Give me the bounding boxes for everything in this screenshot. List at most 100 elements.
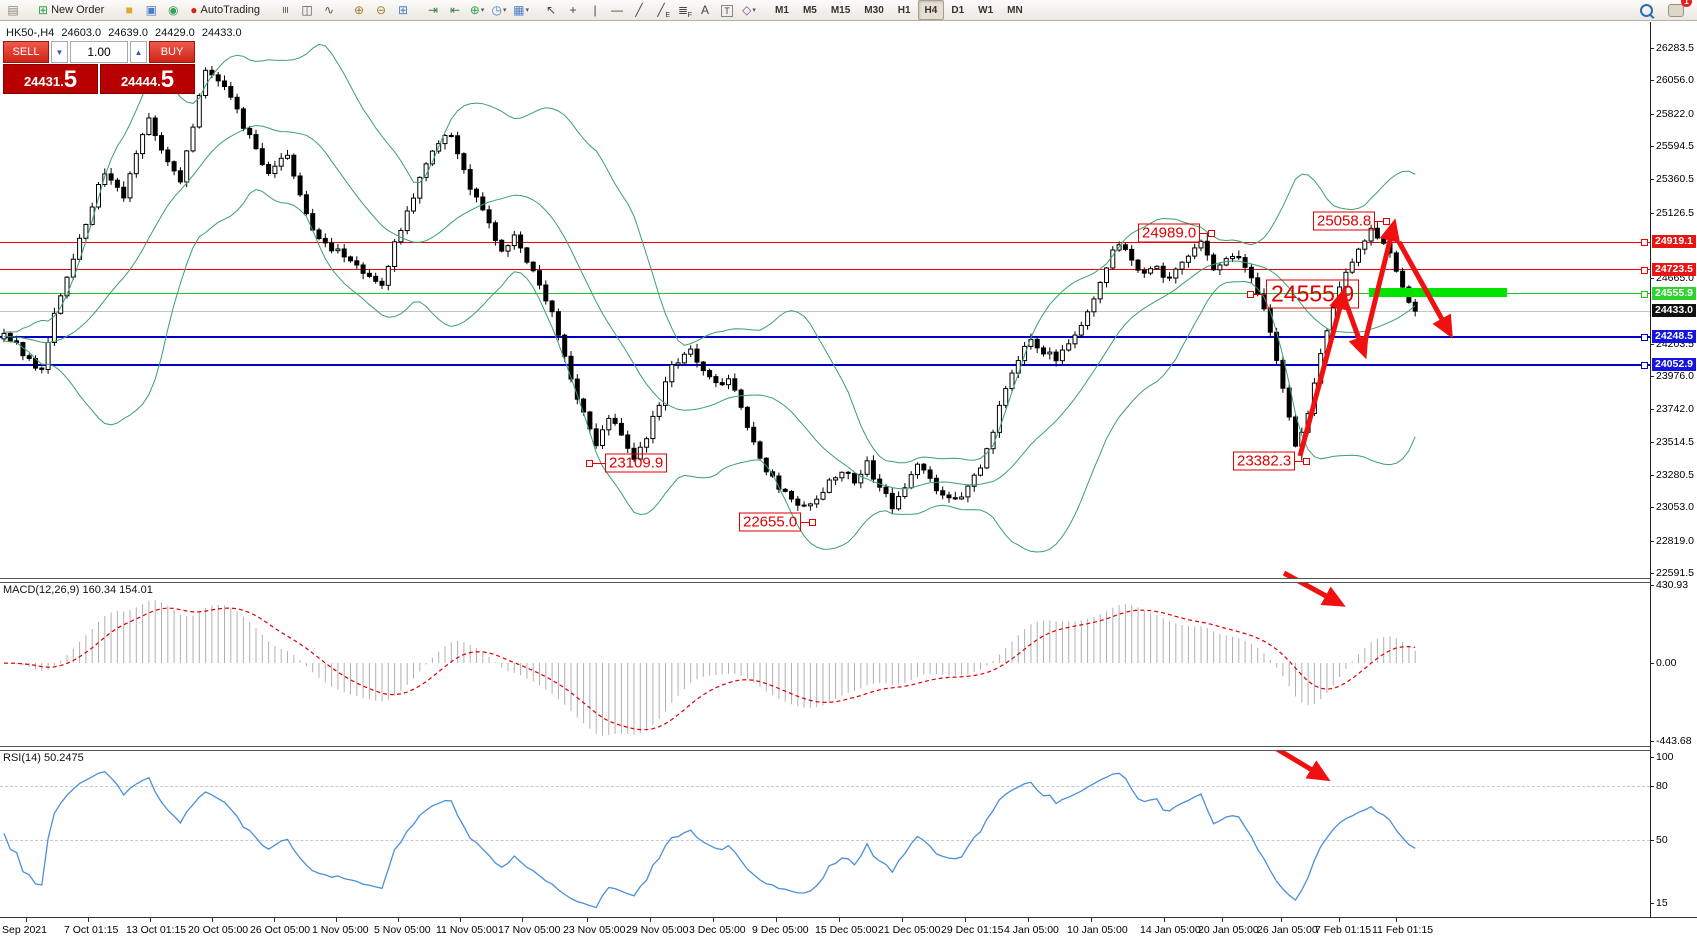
- time-axis-label: Sep 2021: [2, 924, 47, 936]
- notification-badge: 1: [1681, 0, 1692, 7]
- zoom-in-icon[interactable]: ⊕: [348, 0, 370, 20]
- time-axis-tick: [1028, 918, 1029, 922]
- chart-shift-icon[interactable]: ⇤: [444, 0, 466, 20]
- expert-advisor-icon[interactable]: ▣: [140, 0, 162, 20]
- time-axis: Sep 2021 7 Oct 01:15 13 Oct 01:15 20 Oct 05…: [0, 917, 1697, 943]
- macd-values: 160.34 154.01: [82, 584, 153, 596]
- arrows-icon[interactable]: ◇ ▾: [742, 2, 756, 17]
- auto-scroll-icon[interactable]: ⇥: [422, 0, 444, 20]
- signals-icon[interactable]: ◉: [162, 0, 184, 20]
- chat-bubble-icon: [1668, 3, 1684, 17]
- time-axis-tick: [713, 918, 714, 922]
- tile-windows-icon[interactable]: ⊞: [392, 0, 414, 20]
- indicators-icon-glyph: ⊕: [469, 2, 480, 17]
- autotrading-button-glyph: ●: [190, 2, 198, 17]
- time-axis-label: 5 Nov 05:00: [374, 924, 431, 936]
- periods-icon-glyph: ◷: [491, 2, 503, 17]
- zoom-out-icon-glyph: ⊖: [376, 2, 387, 17]
- timeframe-button-d1[interactable]: D1: [951, 4, 965, 16]
- vertical-line-icon[interactable]: |: [584, 0, 606, 20]
- search-icon[interactable]: [1635, 0, 1657, 20]
- time-axis-label: 26 Oct 05:00: [250, 924, 311, 936]
- buy-price-main: 24444.: [120, 74, 161, 89]
- timeframe-button-h1[interactable]: H1: [897, 4, 911, 16]
- crosshair-icon[interactable]: +: [562, 0, 584, 20]
- time-axis-label: 7 Oct 01:15: [64, 924, 119, 936]
- indicators-icon[interactable]: ⊕ ▾: [469, 2, 485, 17]
- time-axis-tick: [1091, 918, 1092, 922]
- time-axis-tick: [650, 918, 651, 922]
- candlestick-chart-icon[interactable]: ◫: [296, 0, 318, 20]
- sell-price-display[interactable]: 24431. 5: [3, 64, 98, 94]
- new-order-button[interactable]: ⊞ New Order: [32, 0, 110, 20]
- bar-chart-icon[interactable]: ≡: [274, 0, 296, 20]
- equidistant-channel-icon[interactable]: ╱ E: [657, 2, 671, 19]
- time-axis-tick: [776, 918, 777, 922]
- time-axis-tick: [522, 918, 523, 922]
- timeframe-button-h4[interactable]: H4: [917, 0, 945, 21]
- timeframe-button-m30[interactable]: M30: [864, 4, 884, 16]
- time-axis-label: 10 Jan 05:00: [1067, 924, 1128, 936]
- templates-icon[interactable]: ▦ ▾: [513, 2, 529, 17]
- buy-button[interactable]: BUY: [149, 41, 195, 63]
- search-icon-glyph: [1639, 3, 1653, 17]
- time-axis-label: 17 Nov 05:00: [498, 924, 561, 936]
- chart-window[interactable]: [0, 21, 1697, 942]
- signals-icon-glyph: ◉: [168, 2, 179, 17]
- line-chart-icon[interactable]: ∿: [318, 0, 340, 20]
- cursor-icon[interactable]: ↖: [540, 0, 562, 20]
- volume-down-button[interactable]: ▼: [51, 41, 68, 63]
- periods-icon[interactable]: ◷ ▾: [491, 2, 507, 17]
- volume-input[interactable]: 1.00: [70, 41, 128, 63]
- time-axis-label: 26 Jan 05:00: [1257, 924, 1318, 936]
- ohlc-low: 24429.0: [155, 27, 195, 39]
- new-order-button-glyph: ⊞: [38, 2, 49, 17]
- volume-up-button[interactable]: ▲: [130, 41, 147, 63]
- timeframe-button-m1[interactable]: M1: [775, 4, 789, 16]
- chart-window-icon[interactable]: ▤: [2, 0, 24, 20]
- one-click-trading-panel: SELL ▼ 1.00 ▲ BUY 24431. 5 24444. 5: [3, 41, 195, 94]
- time-axis-label: 11 Feb 01:15: [1372, 924, 1434, 936]
- timeframe-button-m15[interactable]: M15: [830, 4, 851, 16]
- time-axis-tick: [902, 918, 903, 922]
- time-axis-tick: [336, 918, 337, 922]
- cursor-icon-glyph: ↖: [546, 2, 557, 17]
- chart-shift-icon-glyph: ⇤: [450, 2, 461, 17]
- notifications-icon[interactable]: 1: [1665, 0, 1692, 20]
- macd-indicator-label: MACD(12,26,9) 160.34 154.01: [3, 584, 153, 596]
- timeframe-button-mn[interactable]: MN: [1007, 4, 1023, 16]
- fibonacci-icon[interactable]: ≣ F: [678, 2, 693, 19]
- market-watch-icon[interactable]: ■: [118, 0, 140, 20]
- fibonacci-icon-glyph: ≣: [678, 2, 689, 17]
- arrows-icon-glyph: ◇: [742, 2, 752, 17]
- market-watch-icon-glyph: ■: [125, 2, 133, 17]
- ohlc-high: 24639.0: [108, 27, 148, 39]
- timeframe-button-w1[interactable]: W1: [978, 4, 994, 16]
- time-axis-label: 29 Nov 05:00: [626, 924, 689, 936]
- text-label-icon-glyph: T: [721, 4, 733, 17]
- time-axis-tick: [212, 918, 213, 922]
- templates-icon-glyph: ▦: [513, 2, 525, 17]
- new-order-button-label: New Order: [51, 3, 105, 16]
- rsi-pane-splitter[interactable]: [0, 746, 1650, 751]
- text-icon[interactable]: A: [694, 0, 716, 20]
- horizontal-line-icon[interactable]: —: [606, 0, 628, 20]
- time-axis-tick: [1222, 918, 1223, 922]
- time-axis-label: 3 Dec 05:00: [689, 924, 746, 936]
- time-axis-label: 4 Jan 05:00: [1004, 924, 1059, 936]
- line-chart-icon-glyph: ∿: [324, 2, 335, 17]
- timeframe-button-m5[interactable]: M5: [802, 4, 817, 16]
- zoom-out-icon[interactable]: ⊖: [370, 0, 392, 20]
- autotrading-button[interactable]: ● AutoTrading: [184, 0, 266, 20]
- time-axis-label: 15 Dec 05:00: [815, 924, 878, 936]
- buy-price-display[interactable]: 24444. 5: [100, 64, 195, 94]
- time-axis-label: 23 Nov 05:00: [563, 924, 626, 936]
- macd-name: MACD(12,26,9): [3, 584, 80, 596]
- trendline-icon[interactable]: ╱: [628, 0, 650, 20]
- sell-button[interactable]: SELL: [3, 41, 49, 63]
- symbol-period-label: HK50-,H4: [6, 27, 55, 39]
- main-toolbar: ▤ ⊞ New Order ■ ▣ ◉ ● AutoTrading ≡ ◫ ∿ ⊕ ⊖ ⊞ ⇥ ⇤ ⊕ ▾ ◷ ▾ ▦ ▾…: [0, 0, 1697, 21]
- macd-pane-splitter[interactable]: [0, 578, 1650, 583]
- text-label-icon[interactable]: T: [716, 1, 738, 21]
- time-axis-label: 11 Nov 05:00: [436, 924, 498, 936]
